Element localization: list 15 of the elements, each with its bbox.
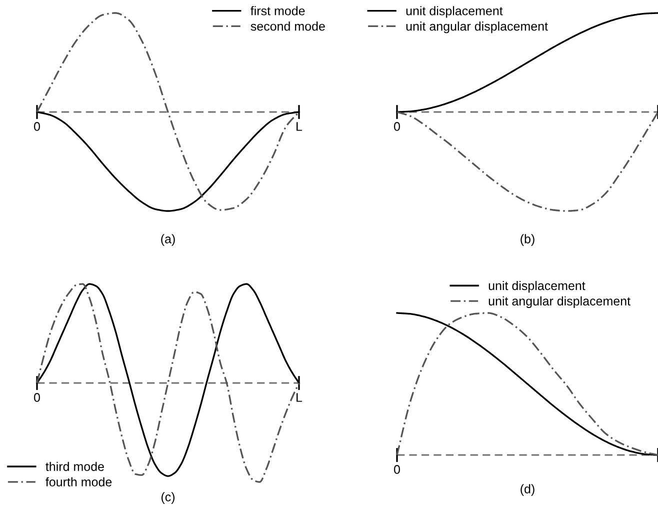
x-tick-label: L xyxy=(296,393,302,402)
x-axis-title: (a) xyxy=(161,234,175,246)
legend-label: fourth mode xyxy=(46,477,112,486)
text: 0 xyxy=(394,465,400,474)
legend-label: first mode xyxy=(250,6,305,16)
legend-label: second mode xyxy=(250,22,325,31)
x-axis-title: (d) xyxy=(520,484,534,496)
x-axis-title: (b) xyxy=(520,234,534,246)
legend-label: unit angular displacement xyxy=(406,22,548,34)
x-axis-title: (c) xyxy=(161,492,175,504)
legend-label: third mode xyxy=(46,462,104,472)
legend-label: unit angular displacement xyxy=(488,296,630,308)
legend-label: unit displacement xyxy=(406,6,503,18)
x-tick-label: L xyxy=(296,122,302,131)
legend-label: unit displacement xyxy=(488,280,586,293)
